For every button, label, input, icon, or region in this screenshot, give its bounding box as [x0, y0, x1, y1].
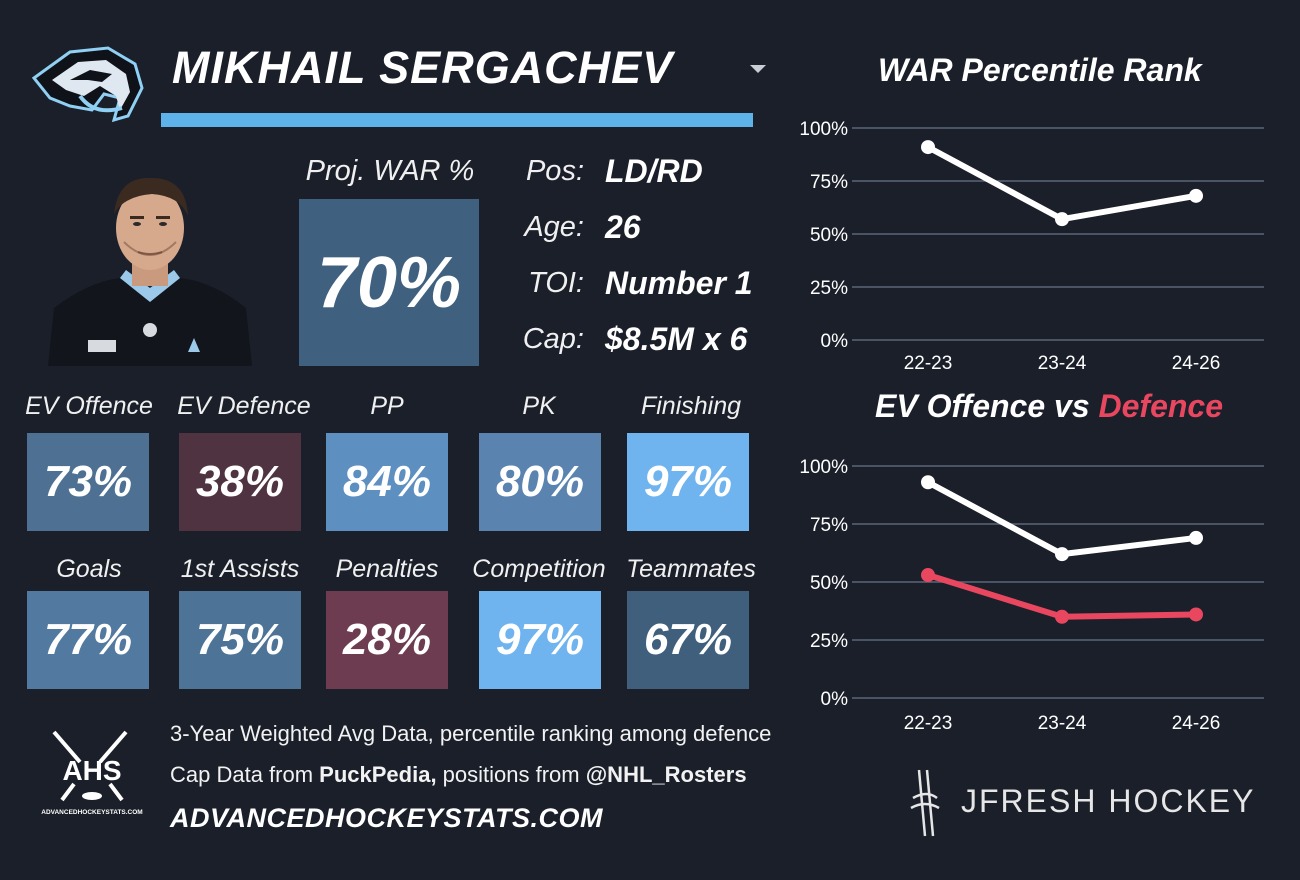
toi-value: Number 1 [605, 265, 753, 301]
chart2-title-part2: Defence [1098, 388, 1224, 424]
player-dropdown-icon[interactable] [750, 65, 766, 73]
tile-label-teammates: Teammates [626, 555, 756, 583]
tile-teammates: 67% [627, 591, 749, 689]
tile-label-ev-offence: EV Offence [25, 392, 153, 420]
cap-value: $8.5M x 6 [605, 321, 748, 357]
chart2-ytick-label: 100% [799, 457, 848, 478]
footer-url: ADVANCEDHOCKEYSTATS.COM [170, 803, 604, 833]
chart2-title: EV Offence vs Defence [875, 388, 1223, 425]
cap-label: Cap: [522, 323, 584, 355]
ahs-logo-subtext: ADVANCEDHOCKEYSTATS.COM [41, 809, 142, 816]
tile-goals: 77% [27, 591, 149, 689]
age-label: Age: [524, 211, 584, 243]
tile-label-penalties: Penalties [335, 555, 439, 583]
chart1-ytick-label: 75% [810, 172, 848, 193]
tile-label-goals: Goals [56, 555, 122, 583]
chart2-xtick-label: 24-26 [1172, 713, 1221, 734]
chart2-ytick-label: 75% [810, 515, 848, 536]
footer-source-puckpedia: PuckPedia, [319, 762, 437, 787]
chart2-series-1-point [1189, 607, 1203, 622]
chart1-ytick-label: 100% [799, 119, 848, 140]
player-headshot [48, 170, 252, 366]
chart2-series-0-point [1055, 547, 1069, 562]
tile-label-pp: PP [370, 392, 404, 420]
ev-offence-defence-chart: 0% 25% 50% 75% 100% 22-23 23-24 24-26 [799, 457, 1264, 734]
chart2-xtick-label: 23-24 [1038, 713, 1087, 734]
ahs-logo: AHS ADVANCEDHOCKEYSTATS.COM [40, 728, 144, 820]
chart2-xtick-label: 22-23 [904, 713, 953, 734]
pos-value: LD/RD [605, 153, 703, 189]
tile-ev-offence: 73% [27, 433, 149, 531]
chart1-ytick-label: 25% [810, 278, 848, 299]
footer-line-1: 3-Year Weighted Avg Data, percentile ran… [170, 721, 772, 746]
chart1-series-0-point [1055, 212, 1069, 227]
footer-source-nhl-rosters: @NHL_Rosters [585, 762, 747, 787]
jfresh-logo: JFRESH HOCKEY [905, 768, 1285, 838]
war-percentile-chart: 0% 25% 50% 75% 100% 22-23 23-24 24-26 [799, 119, 1264, 374]
tile-competition: 97% [479, 591, 601, 689]
toi-label: TOI: [528, 267, 584, 299]
chart1-ytick-label: 0% [821, 331, 849, 352]
chart1-series-0-line [925, 144, 1199, 223]
tile-pk: 80% [479, 433, 601, 531]
tile-label-pk: PK [522, 392, 556, 420]
chart1-ytick-label: 50% [810, 225, 848, 246]
footer-line-2: Cap Data from PuckPedia, positions from … [170, 762, 747, 788]
tile-label-1st-assists: 1st Assists [180, 555, 300, 583]
chart2-ytick-label: 50% [810, 573, 848, 594]
chart1-series-0-point [921, 140, 935, 155]
tile-1st-assists: 75% [179, 591, 301, 689]
chart1-xtick-label: 22-23 [904, 353, 953, 374]
footer-line-2-mid: positions from [436, 762, 586, 787]
chart2-title-part1: EV Offence vs [875, 388, 1099, 424]
tile-penalties: 28% [326, 591, 448, 689]
proj-war-value: 70% [299, 199, 479, 366]
chart2-series-0-point [921, 475, 935, 490]
proj-war-label: Proj. WAR % [305, 155, 475, 187]
name-underline [161, 113, 753, 127]
tile-label-ev-defence: EV Defence [177, 392, 311, 420]
chart1-title: WAR Percentile Rank [878, 52, 1202, 88]
tile-ev-defence: 38% [179, 433, 301, 531]
age-value: 26 [605, 209, 641, 245]
ahs-logo-text: AHS [62, 755, 121, 786]
tile-pp: 84% [326, 433, 448, 531]
pos-label: Pos: [525, 155, 584, 187]
chart2-series-0-line [925, 479, 1199, 558]
chart2-ytick-label: 25% [810, 631, 848, 652]
chart2-ytick-label: 0% [821, 689, 849, 710]
tile-finishing: 97% [627, 433, 749, 531]
chart1-series-0-point [1189, 188, 1203, 203]
tile-label-competition: Competition [472, 555, 606, 583]
chart2-series-1-point [1055, 609, 1069, 624]
brand-text: JFRESH HOCKEY [961, 783, 1255, 819]
player-name: MIKHAIL SERGACHEV [172, 42, 674, 93]
chart2-series-1-point [921, 568, 935, 583]
team-logo [30, 40, 145, 125]
chart1-xtick-label: 24-26 [1172, 353, 1221, 374]
chart2-series-0-point [1189, 530, 1203, 545]
tile-label-finishing: Finishing [640, 392, 742, 420]
chart1-xtick-label: 23-24 [1038, 353, 1087, 374]
footer-line-2-prefix: Cap Data from [170, 762, 320, 787]
